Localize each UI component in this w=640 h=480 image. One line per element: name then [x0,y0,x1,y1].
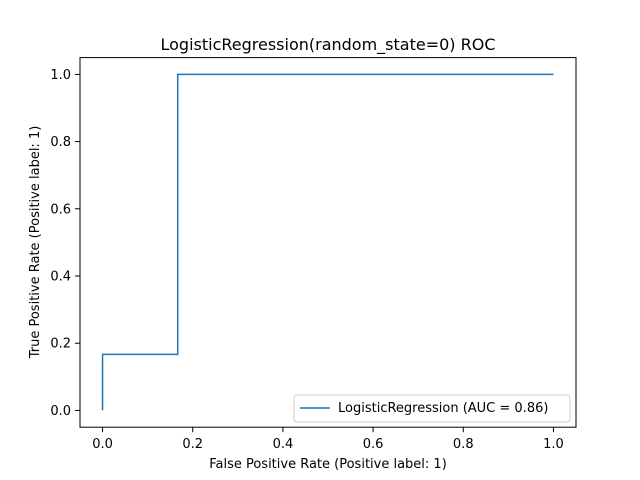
y-tick-label: 0.8 [50,135,71,150]
x-axis-ticks: 0.0 0.2 0.4 0.6 0.8 1.0 [92,427,564,452]
x-tick-label: 0.2 [182,437,203,452]
plot-frame [79,57,577,428]
x-tick-label: 1.0 [543,437,564,452]
x-tick-label: 0.0 [92,437,113,452]
x-axis-label: False Positive Rate (Positive label: 1) [209,457,447,472]
chart-title: LogisticRegression(random_state=0) ROC [160,35,495,55]
legend-box [293,394,571,423]
y-tick-label: 0.6 [50,202,71,217]
y-axis-ticks: 0.0 0.2 0.4 0.6 0.8 1.0 [50,68,80,419]
x-tick-label: 0.6 [363,437,384,452]
y-tick-label: 0.0 [50,404,71,419]
legend-label: LogisticRegression (AUC = 0.86) [338,401,548,416]
y-axis-label: True Positive Rate (Positive label: 1) [28,126,43,360]
y-tick-label: 0.2 [50,337,71,352]
legend: LogisticRegression (AUC = 0.86) [293,394,571,423]
y-tick-label: 0.4 [50,270,71,285]
x-tick-label: 0.8 [453,437,474,452]
roc-curve-line [101,73,554,411]
x-tick-label: 0.4 [273,437,294,452]
y-tick-label: 1.0 [50,68,71,83]
